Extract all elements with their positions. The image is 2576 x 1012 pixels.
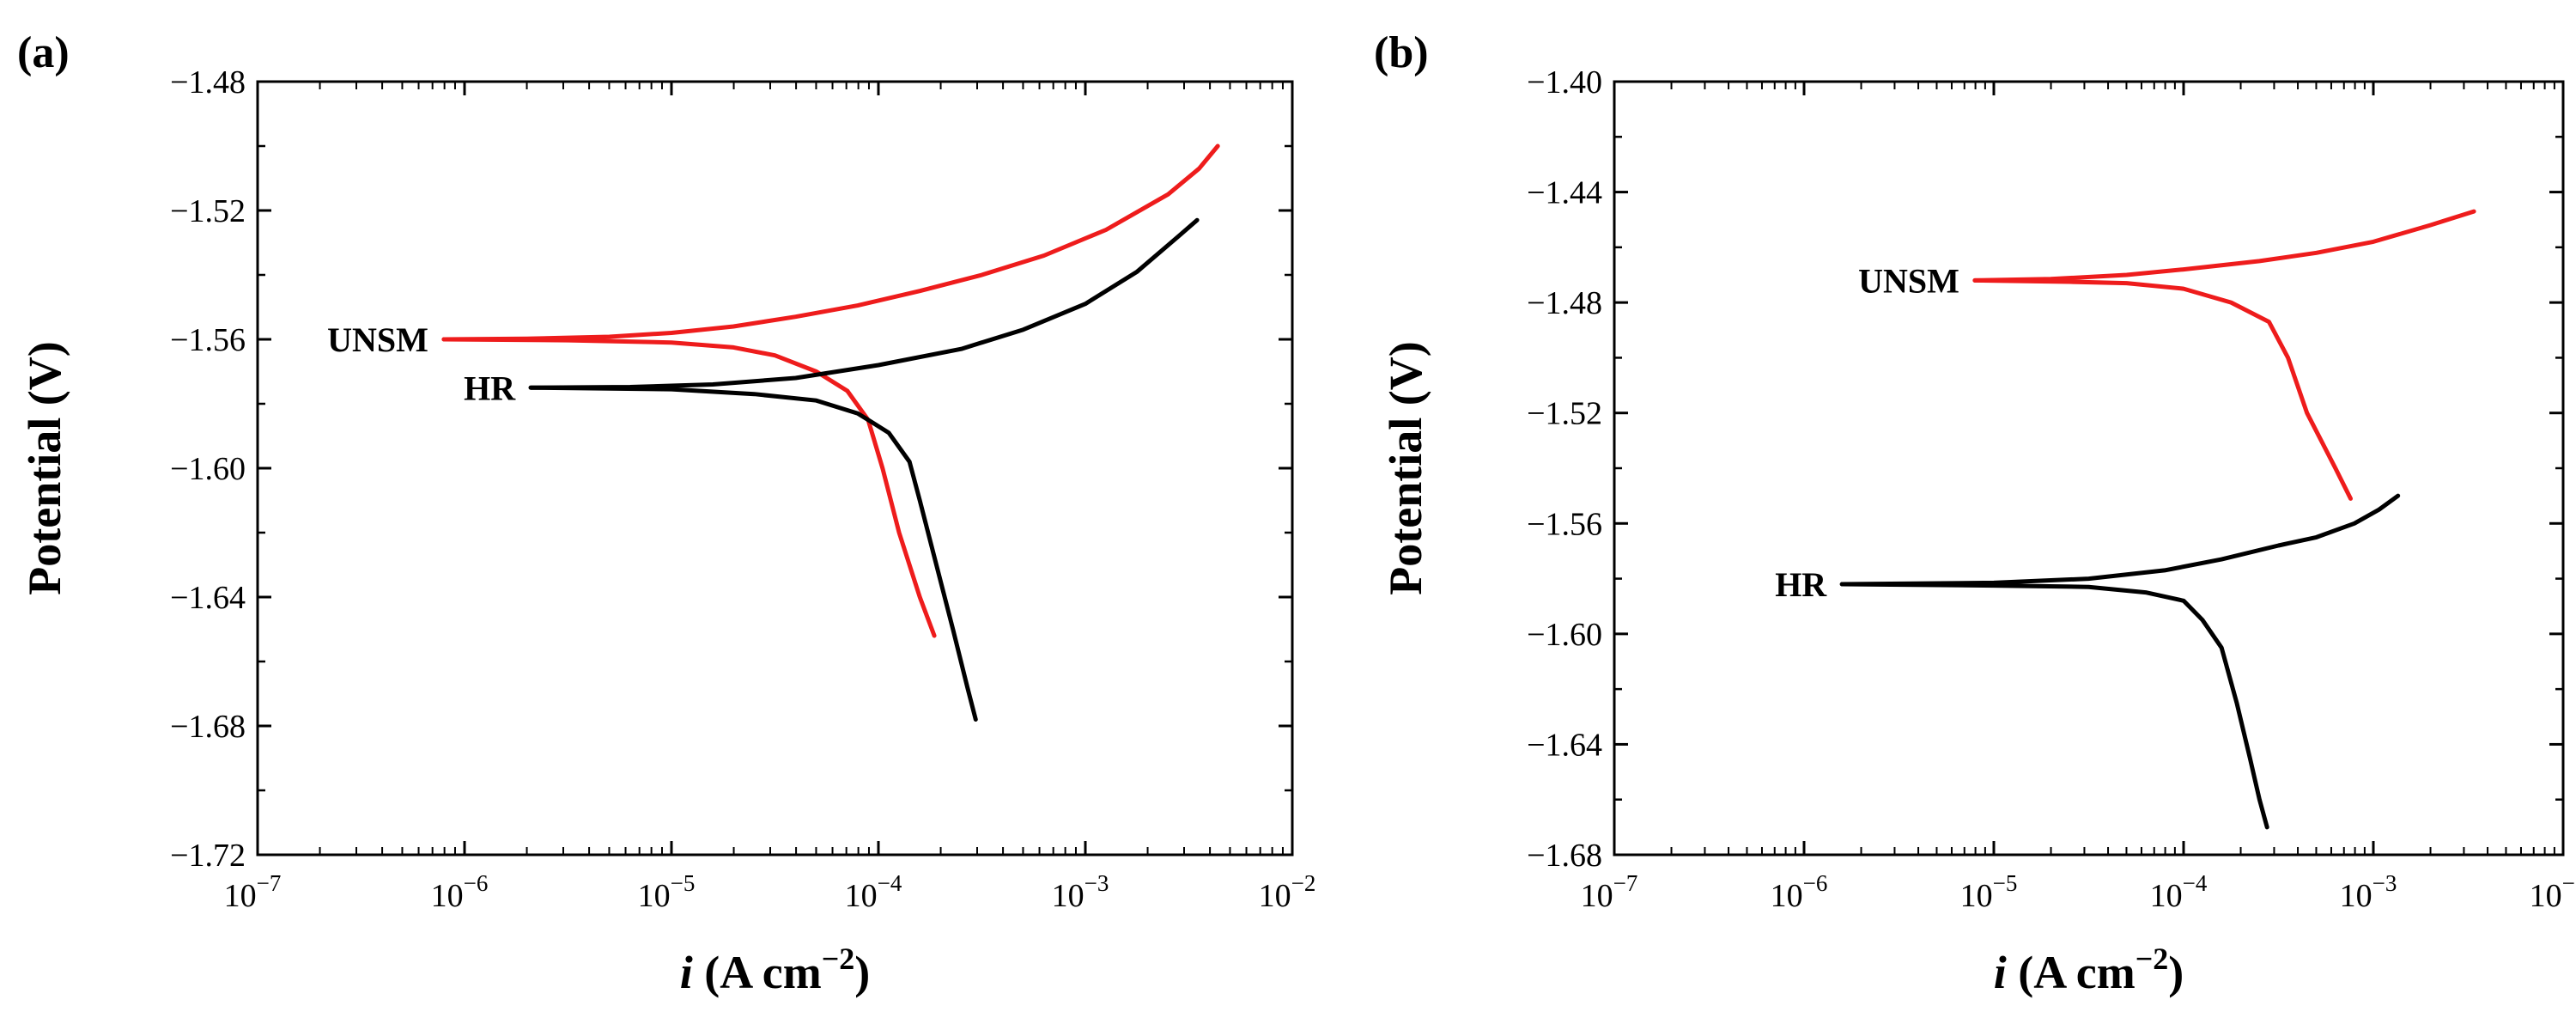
y-tick-label: −1.68 (170, 709, 246, 745)
y-tick-label: −1.64 (1527, 727, 1602, 763)
panel-a: (a) −1.72 −1.68 −1.64 −1.60 −1.56 −1.52 −1.48 10… (17, 28, 1315, 998)
y-tick-label: −1.56 (1527, 506, 1602, 542)
y-tick-label: −1.48 (1527, 285, 1602, 321)
panel-b: (b) −1.68 −1.64 −1.60 −1.56 −1.52 −1.48 −1.44 −1… (1374, 28, 2576, 998)
x-tick-label: 10−2 (1259, 870, 1316, 914)
y-axis-title: Potential (V) (19, 341, 70, 594)
x-tick-label: 10−6 (431, 870, 489, 914)
y-tick-label: −1.72 (170, 838, 246, 874)
series-unsm-cathodic-line (1972, 277, 2353, 501)
x-tick-label: 10−4 (2150, 870, 2208, 914)
y-tick-label: −1.60 (1527, 617, 1602, 653)
series-hr-anodic-line (1839, 493, 2401, 587)
plot-frame (256, 80, 1294, 857)
y-tick-label: −1.60 (170, 451, 246, 487)
y-axis-title: Potential (V) (1380, 341, 1431, 594)
x-tick-label: 10−3 (2340, 870, 2397, 914)
y-tick-label: −1.68 (1527, 838, 1602, 874)
x-tick-label: 10−7 (224, 870, 282, 914)
x-axis-title: i (A cm−2) (680, 942, 870, 998)
series-label-hr: HR (1775, 565, 1827, 604)
y-tick-label: −1.40 (1527, 64, 1602, 101)
y-tick-label: −1.52 (170, 193, 246, 229)
y-tick-label: −1.52 (1527, 396, 1602, 432)
x-tick-label: 10−3 (1052, 870, 1109, 914)
x-axis-title: i (A cm−2) (1994, 942, 2184, 998)
plot-frame (1613, 80, 2565, 857)
x-tick-label: 10−4 (845, 870, 902, 914)
series-hr-anodic-line (528, 217, 1200, 390)
series-label-unsm: UNSM (1858, 261, 1959, 300)
y-tick-label: −1.56 (170, 322, 246, 358)
y-tick-label: −1.44 (1527, 175, 1602, 211)
y-tick-label: −1.48 (170, 64, 246, 101)
x-tick-label: 10−6 (1771, 870, 1828, 914)
panel-label: (b) (1374, 28, 1429, 77)
x-tick-label: 10−5 (638, 870, 696, 914)
x-tick-label: 10−5 (1960, 870, 2018, 914)
series-unsm-anodic-line (1972, 209, 2476, 283)
series-label-hr: HR (464, 369, 516, 407)
x-tick-label: 10−2 (2530, 870, 2576, 914)
x-tick-label: 10−7 (1581, 870, 1638, 914)
series-label-unsm: UNSM (327, 320, 428, 359)
y-tick-label: −1.64 (170, 580, 246, 616)
series-hr-cathodic-line (528, 385, 978, 722)
series-hr-cathodic-line (1839, 582, 2269, 830)
series-unsm-anodic-line (441, 143, 1220, 342)
panel-label: (a) (17, 28, 70, 77)
series-unsm-cathodic-line (441, 337, 937, 638)
